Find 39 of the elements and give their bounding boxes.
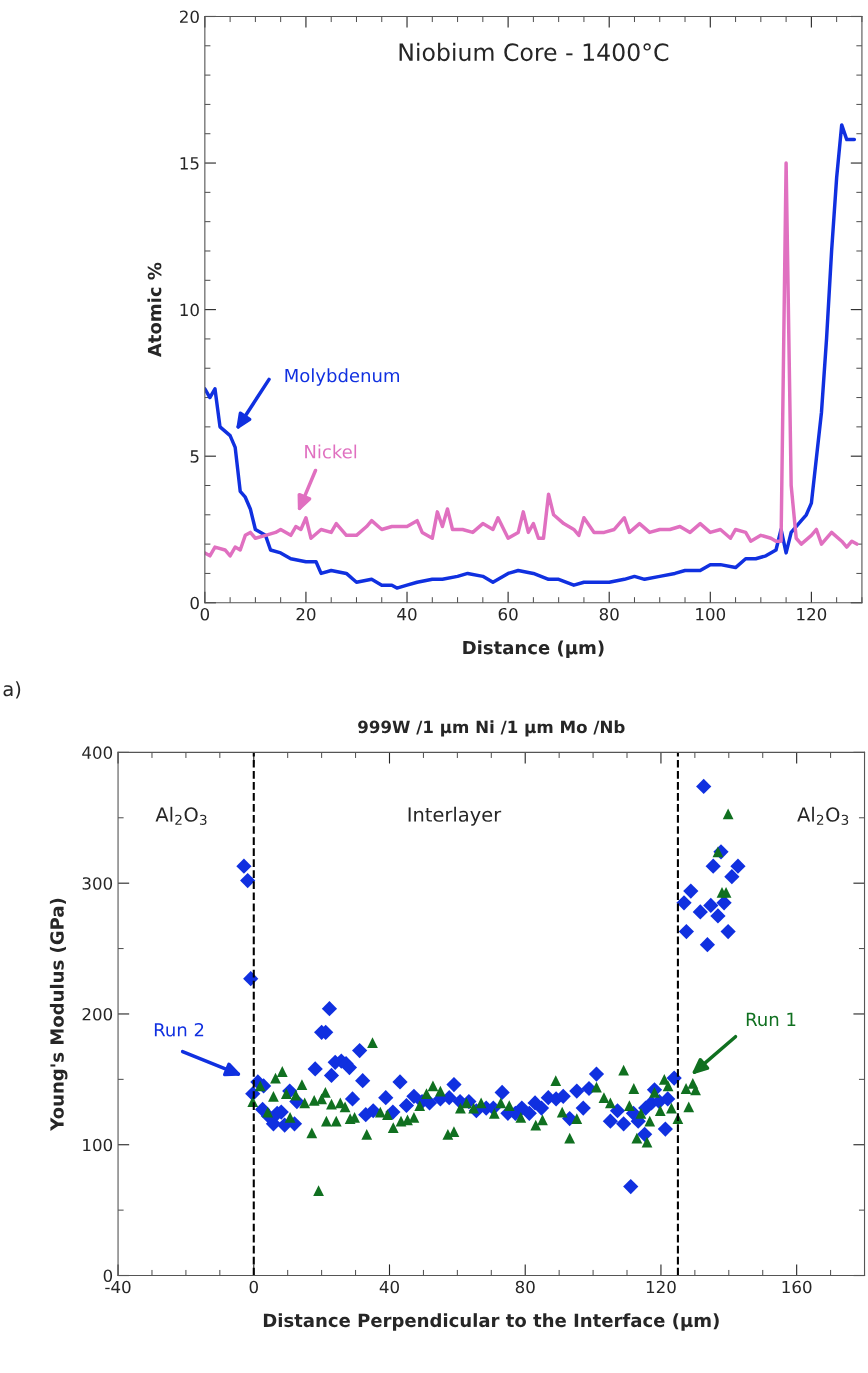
x-tick-label: 80 <box>515 1280 535 1294</box>
chart-title: 999W /1 µm Ni /1 µm Mo /Nb <box>358 720 625 737</box>
x-axis-title: Distance Perpendicular to the Interface (µm) <box>263 1313 719 1331</box>
x-axis-title: Distance (µm) <box>463 640 604 658</box>
text: Nickel <box>305 444 357 459</box>
y-tick-label: 5 <box>190 450 199 463</box>
x-tick-label: 0 <box>200 607 210 621</box>
x-tick-label: 160 <box>782 1280 812 1294</box>
y-tick-label: 0 <box>103 1269 113 1283</box>
text: Run 1 <box>746 1012 796 1027</box>
y-tick-label: 100 <box>83 1138 113 1152</box>
y-tick-label: 200 <box>82 1007 113 1021</box>
x-tick-label: 120 <box>797 607 827 621</box>
y-axis-title: Atomic % <box>147 262 162 358</box>
y-tick-label: 10 <box>180 303 199 317</box>
line-series <box>204 123 857 590</box>
x-tick-label: 60 <box>498 607 518 621</box>
x-tick-label: 20 <box>296 607 316 621</box>
x-tick-label: 0 <box>249 1280 258 1294</box>
x-tick-label: 80 <box>599 607 619 621</box>
y-tick-label: 300 <box>82 877 113 890</box>
annotation: Al$_{2}$O$_{3}$ <box>797 806 849 825</box>
text: a) <box>3 681 21 699</box>
annotation: Interlayer <box>408 806 502 826</box>
x-tick-label: -40 <box>105 1280 131 1294</box>
x-tick-label: 40 <box>397 607 417 621</box>
line-series <box>204 161 859 558</box>
x-tick-label: 120 <box>646 1280 676 1294</box>
x-tick-label: 40 <box>379 1280 399 1294</box>
x-tick-label: 100 <box>696 607 726 621</box>
text: Niobium Core - 1400°C <box>399 42 669 62</box>
annotation: Al$_{2}$O$_{3}$ <box>155 806 207 825</box>
y-tick-label: 400 <box>82 746 113 759</box>
y-tick-label: 20 <box>180 10 199 24</box>
y-tick-label: 15 <box>180 157 199 170</box>
text: Run 2 <box>154 1022 204 1037</box>
y-axis-title: Young's Modulus (GPa) <box>49 898 68 1131</box>
text: Molybdenum <box>285 368 399 386</box>
y-tick-label: 0 <box>190 596 199 610</box>
